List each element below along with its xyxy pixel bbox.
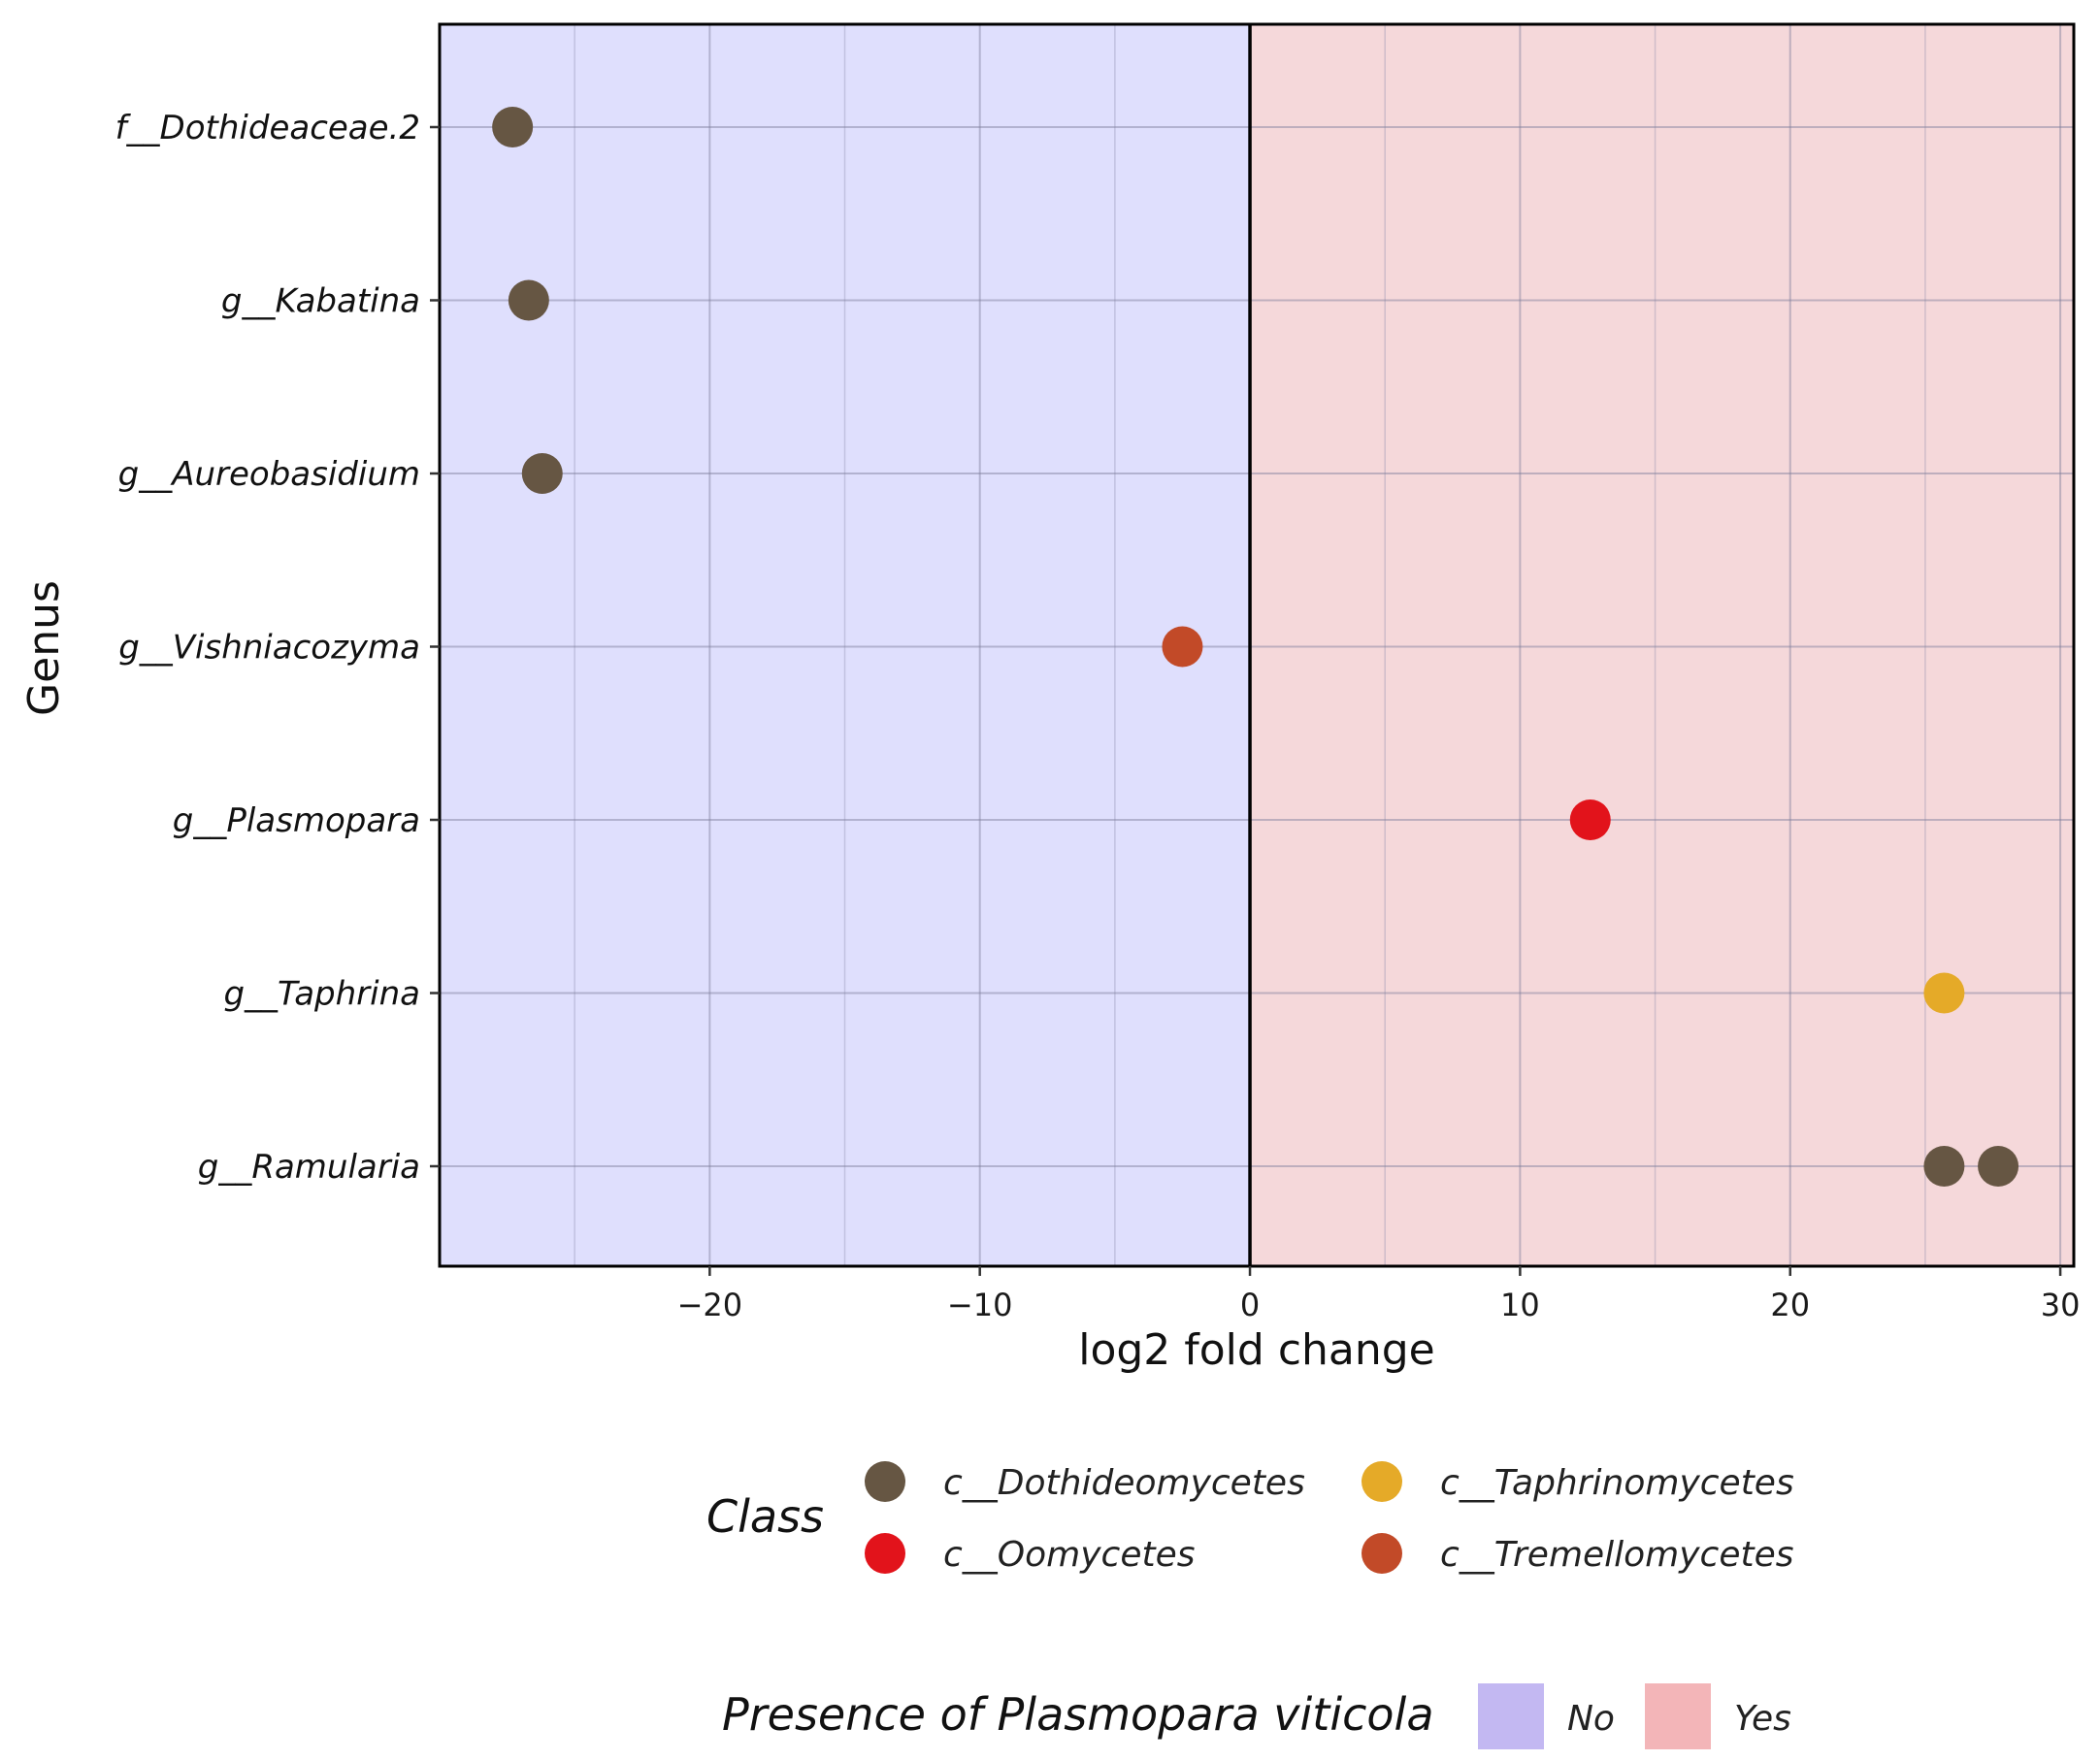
class-legend-title: Class <box>706 1490 824 1543</box>
data-point <box>1923 1146 1965 1187</box>
y-tick-label: g__Aureobasidium <box>118 455 420 494</box>
class-legend: Class c__Dothideomycetes c__Taphrinomycet… <box>706 1461 1794 1575</box>
x-tick-label: −10 <box>947 1287 1013 1323</box>
data-point <box>1923 972 1965 1014</box>
x-tick-label: 30 <box>2041 1287 2081 1323</box>
data-point <box>492 107 534 147</box>
y-tick-label: g__Plasmopara <box>173 801 420 840</box>
class-legend-label: c__Oomycetes <box>943 1535 1196 1575</box>
class-legend-label: c__Dothideomycetes <box>943 1463 1305 1503</box>
background-regions <box>440 24 2074 1266</box>
class-legend-swatch <box>865 1533 905 1574</box>
y-tick-label: g__Vishniacozyma <box>118 629 420 668</box>
data-points <box>492 107 2019 1187</box>
y-tick-label: g__Taphrina <box>223 975 420 1014</box>
x-tick-label: 10 <box>1500 1287 1540 1323</box>
presence-legend-swatch <box>1478 1683 1544 1749</box>
y-tick-label: f__Dothideaceae.2 <box>115 109 420 147</box>
presence-legend-label: Yes <box>1734 1699 1791 1739</box>
y-axis-title: Genus <box>19 580 69 716</box>
y-tick-label: g__Kabatina <box>221 282 420 321</box>
y-tick-labels: f__Dothideaceae.2 g__Kabatina g__Aureobasi… <box>115 109 420 1187</box>
class-legend-label: c__Tremellomycetes <box>1440 1535 1794 1575</box>
data-point <box>508 279 549 321</box>
presence-legend-items: No Yes <box>1478 1683 1791 1749</box>
x-axis-title: log2 fold change <box>1078 1325 1435 1375</box>
x-tick-label: −20 <box>677 1287 743 1323</box>
y-tick-label: g__Ramularia <box>198 1148 420 1187</box>
presence-legend-swatch <box>1645 1683 1711 1749</box>
data-point <box>521 453 563 494</box>
x-tick-labels: −20 −10 0 10 20 30 <box>677 1287 2081 1323</box>
region-yes <box>1250 24 2074 1266</box>
class-legend-swatch <box>1362 1461 1402 1502</box>
axes <box>430 22 2076 1276</box>
presence-legend-label: No <box>1567 1699 1615 1739</box>
data-point <box>1978 1146 2019 1187</box>
class-legend-swatch <box>865 1461 905 1502</box>
class-legend-label: c__Taphrinomycetes <box>1440 1463 1794 1503</box>
class-legend-swatch <box>1362 1533 1402 1574</box>
presence-legend: Presence of Plasmopara viticola No Yes <box>722 1683 1791 1749</box>
class-legend-items: c__Dothideomycetes c__Taphrinomycetes c__O… <box>865 1461 1794 1575</box>
presence-legend-title: Presence of Plasmopara viticola <box>722 1688 1434 1741</box>
x-tick-label: 0 <box>1240 1287 1260 1323</box>
region-no <box>440 24 1251 1266</box>
x-tick-label: 20 <box>1770 1287 1810 1323</box>
plot-frame <box>438 22 2076 1268</box>
data-point <box>1162 626 1203 668</box>
data-point <box>1569 799 1611 840</box>
